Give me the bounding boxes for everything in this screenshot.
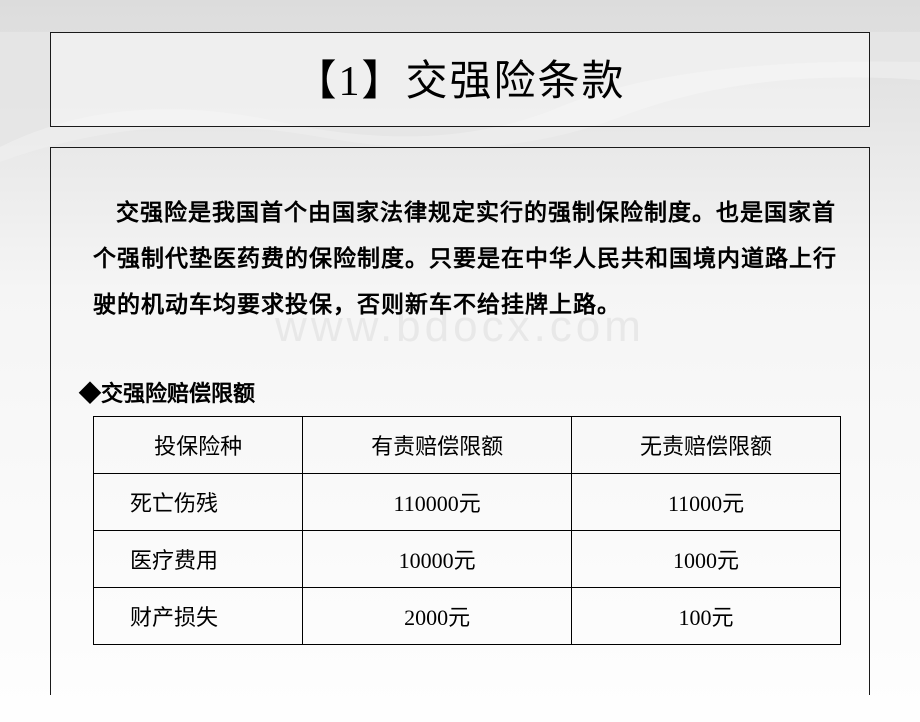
table-header-row: 投保险种 有责赔偿限额 无责赔偿限额	[94, 417, 841, 474]
page-title: 【1】交强险条款	[51, 47, 869, 108]
table-cell: 医疗费用	[94, 531, 303, 588]
table-header-cell: 无责赔偿限额	[572, 417, 841, 474]
slide-content: 【1】交强险条款 交强险是我国首个由国家法律规定实行的强制保险制度。也是国家首个…	[0, 32, 920, 695]
table-cell: 1000元	[572, 531, 841, 588]
table-cell: 11000元	[572, 474, 841, 531]
table-row: 财产损失 2000元 100元	[94, 588, 841, 645]
table-row: 医疗费用 10000元 1000元	[94, 531, 841, 588]
table-cell: 110000元	[303, 474, 572, 531]
title-box: 【1】交强险条款	[50, 32, 870, 127]
table-row: 死亡伤残 110000元 11000元	[94, 474, 841, 531]
limit-table: 投保险种 有责赔偿限额 无责赔偿限额 死亡伤残 110000元 11000元 医…	[93, 416, 841, 645]
table-cell: 2000元	[303, 588, 572, 645]
table-header-cell: 投保险种	[94, 417, 303, 474]
table-cell: 死亡伤残	[94, 474, 303, 531]
section-label: ◆交强险赔偿限额	[79, 376, 841, 408]
table-cell: 财产损失	[94, 588, 303, 645]
table-cell: 100元	[572, 588, 841, 645]
description-text: 交强险是我国首个由国家法律规定实行的强制保险制度。也是国家首个强制代垫医药费的保…	[93, 190, 841, 328]
table-header-cell: 有责赔偿限额	[303, 417, 572, 474]
table-cell: 10000元	[303, 531, 572, 588]
content-box: 交强险是我国首个由国家法律规定实行的强制保险制度。也是国家首个强制代垫医药费的保…	[50, 147, 870, 695]
